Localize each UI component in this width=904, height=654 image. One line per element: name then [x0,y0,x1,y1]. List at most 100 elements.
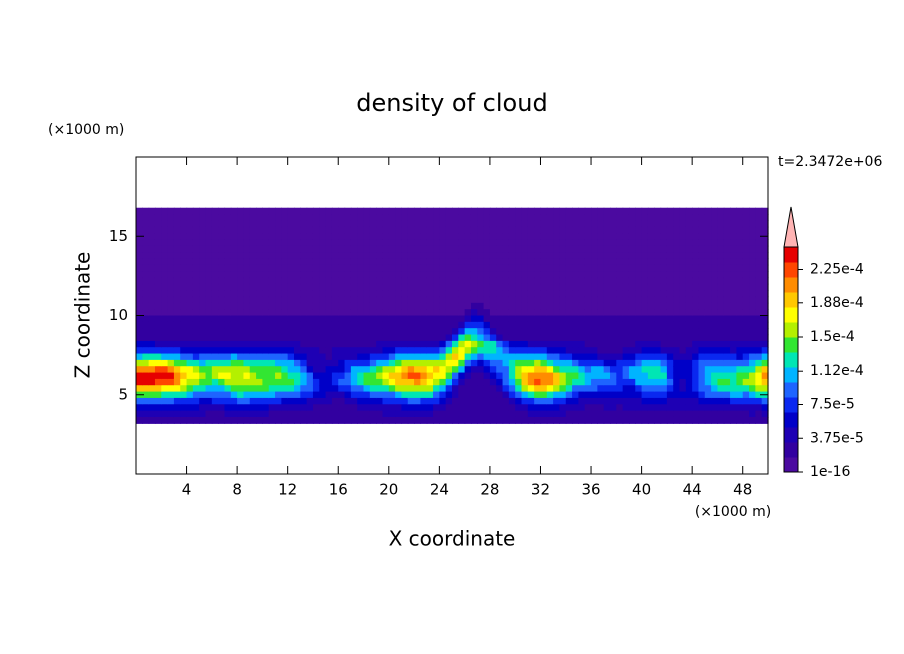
contour-fill [199,290,207,298]
contour-fill [647,233,655,241]
contour-fill [483,359,491,367]
contour-fill [218,397,226,405]
contour-fill [338,252,346,260]
contour-fill [167,271,175,279]
contour-fill [496,226,504,234]
contour-fill [717,296,725,304]
contour-fill [698,334,706,342]
contour-fill [186,410,194,418]
contour-fill [483,416,491,424]
contour-fill [692,296,700,304]
contour-fill [508,283,516,291]
contour-fill [654,404,662,412]
contour-fill [433,220,440,228]
contour-fill [306,264,314,272]
contour-fill [527,347,535,355]
contour-fill [154,372,162,380]
contour-fill [192,296,200,304]
contour-fill [230,404,238,412]
contour-fill [186,271,194,279]
contour-fill [161,245,169,253]
contour-fill [294,264,301,272]
contour-fill [452,309,459,317]
contour-fill [641,258,649,266]
contour-fill [401,296,409,304]
contour-fill [224,347,232,355]
contour-fill [685,372,693,380]
contour-fill [205,245,213,253]
contour-fill [559,353,567,361]
contour-fill [199,302,207,310]
contour-fill [628,404,636,412]
contour-fill [477,359,485,367]
contour-fill [635,328,643,336]
y-tick-label: 10 [109,306,128,324]
contour-fill [439,353,447,361]
contour-fill [628,226,636,234]
contour-fill [388,239,396,247]
contour-fill [407,220,415,228]
contour-fill [173,302,181,310]
contour-fill [218,283,226,291]
contour-fill [388,372,396,380]
contour-fill [148,214,156,221]
contour-fill [515,245,523,253]
contour-fill [294,226,301,234]
contour-fill [527,391,535,399]
contour-fill [698,245,706,253]
contour-fill [647,404,655,412]
contour-fill [572,359,579,367]
contour-fill [736,321,744,329]
contour-fill [192,340,200,348]
contour-fill [268,283,276,291]
contour-fill [331,416,339,424]
contour-fill [559,245,567,253]
contour-fill [464,353,472,361]
contour-fill [641,397,649,405]
contour-fill [489,283,497,291]
contour-fill [679,397,687,405]
contour-fill [287,309,295,317]
contour-fill [325,245,333,253]
contour-fill [312,220,320,228]
contour-fill [470,309,478,317]
contour-fill [698,277,706,285]
contour-fill [565,391,573,399]
contour-fill [730,220,737,228]
contour-fill [755,359,763,367]
contour-fill [717,277,725,285]
contour-fill [749,309,756,317]
contour-fill [154,334,162,342]
colorbar-band [784,442,798,458]
contour-fill [635,321,643,329]
contour-fill [647,226,655,234]
contour-fill [142,328,150,336]
contour-fill [717,283,725,291]
contour-fill [679,226,687,234]
contour-fill [483,302,491,310]
contour-fill [654,340,662,348]
contour-fill [294,353,301,361]
contour-fill [711,410,719,418]
contour-fill [749,397,756,405]
contour-fill [154,245,162,253]
contour-fill [666,271,674,279]
contour-fill [654,321,662,329]
contour-fill [306,359,314,367]
contour-fill [439,214,447,221]
contour-fill [154,391,162,399]
contour-fill [249,340,257,348]
contour-fill [496,207,504,215]
contour-fill [559,226,567,234]
contour-fill [306,315,314,323]
contour-fill [458,214,466,221]
contour-fill [414,385,421,393]
contour-fill [401,315,409,323]
contour-fill [470,404,478,412]
contour-fill [319,397,327,405]
contour-fill [692,347,700,355]
contour-fill [287,404,295,412]
contour-fill [230,258,238,266]
contour-fill [154,404,162,412]
contour-fill [395,290,403,298]
